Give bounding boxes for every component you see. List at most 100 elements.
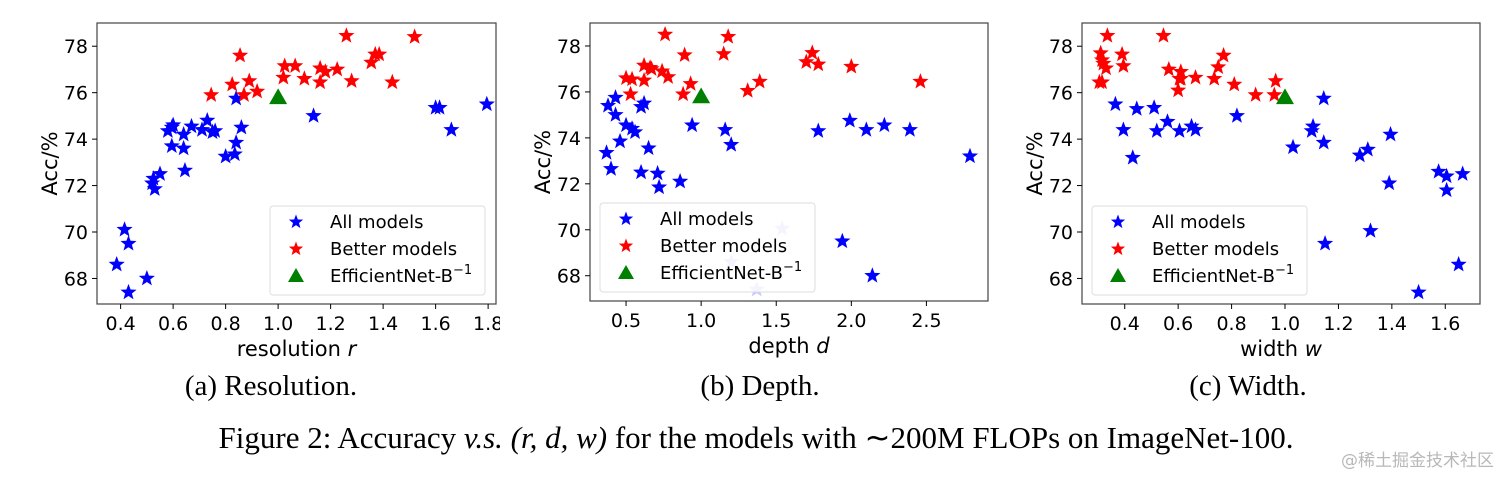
all-model-point bbox=[1316, 235, 1334, 251]
all-model-point bbox=[1382, 125, 1399, 142]
better-model-point bbox=[203, 86, 220, 102]
all-model-point bbox=[617, 116, 635, 133]
all-model-point bbox=[1351, 146, 1368, 163]
better-model-point bbox=[317, 63, 334, 79]
better-model-point bbox=[338, 27, 355, 43]
all-model-point bbox=[217, 148, 234, 164]
better-model-point bbox=[1095, 55, 1112, 71]
better-model-point bbox=[654, 62, 671, 79]
all-model-point bbox=[183, 117, 200, 134]
all-model-point bbox=[443, 121, 460, 137]
all-model-point bbox=[1315, 134, 1332, 150]
all-model-point bbox=[431, 99, 448, 115]
x-tick-label: 1.4 bbox=[1377, 313, 1407, 335]
x-tick-label: 1.6 bbox=[421, 313, 451, 335]
efficientnet-point bbox=[1276, 88, 1295, 105]
better-model-point bbox=[1266, 86, 1283, 102]
legend-all-models-label: All models bbox=[330, 212, 423, 233]
y-tick-label: 70 bbox=[557, 220, 581, 242]
all-model-point bbox=[672, 173, 689, 189]
x-axis-label: resolution r bbox=[237, 337, 358, 361]
better-model-point bbox=[1093, 73, 1111, 90]
all-model-point bbox=[1438, 181, 1455, 198]
better-model-point bbox=[798, 53, 815, 69]
better-model-point bbox=[720, 28, 737, 44]
all-model-point bbox=[146, 180, 163, 196]
better-model-point bbox=[739, 82, 756, 98]
triangle-icon bbox=[618, 265, 634, 279]
x-tick-label: 1.4 bbox=[368, 313, 398, 335]
legend-superscript: −1 bbox=[783, 260, 802, 275]
better-model-point bbox=[1206, 70, 1223, 86]
panel-depth: 0.5 1.0 1.5 2.0 2.5 68 70 72 74 76 78 depth d Acc/% A… bbox=[531, 22, 989, 358]
better-model-point bbox=[312, 59, 329, 76]
better-model-point bbox=[1160, 60, 1177, 77]
all-model-point bbox=[810, 122, 827, 138]
x-tick-label: 0.4 bbox=[106, 313, 136, 335]
caption-math: (r, d, w) bbox=[510, 420, 608, 455]
better-model-point bbox=[635, 71, 653, 88]
star-icon bbox=[618, 211, 634, 226]
legend-better-models-label: Better models bbox=[330, 239, 457, 260]
all-model-point bbox=[858, 121, 875, 137]
x-tick-label: 1.2 bbox=[1323, 313, 1353, 335]
y-axis-label: Acc/% bbox=[531, 130, 555, 194]
better-model-point bbox=[371, 45, 388, 62]
legend: All models Better models EfficientNet-B−1 bbox=[599, 202, 816, 293]
better-model-point bbox=[1247, 86, 1264, 102]
x-tick-label: 0.4 bbox=[1110, 313, 1140, 335]
legend-box bbox=[599, 202, 816, 293]
all-model-point bbox=[1359, 141, 1376, 157]
all-model-point bbox=[199, 112, 216, 128]
all-model-point bbox=[632, 163, 650, 180]
all-model-point bbox=[1304, 117, 1322, 134]
all-model-point bbox=[1183, 117, 1200, 134]
better-model-point bbox=[1226, 76, 1243, 92]
y-tick-label: 72 bbox=[557, 174, 581, 196]
all-model-point bbox=[207, 122, 224, 138]
subcaption-c: (c) Width. bbox=[1189, 370, 1307, 402]
better-model-point bbox=[676, 46, 693, 63]
all-model-point bbox=[1187, 121, 1204, 137]
x-axis-label: width w bbox=[1240, 337, 1323, 361]
x-axis-variable: d bbox=[816, 334, 830, 358]
better-model-point bbox=[296, 70, 313, 86]
legend-box bbox=[269, 205, 486, 296]
better-model-point bbox=[276, 57, 293, 73]
all-model-point bbox=[961, 147, 979, 164]
figure-caption: Figure 2: Accuracy v.s. (r, d, w) for th… bbox=[0, 420, 1512, 456]
all-model-point bbox=[175, 139, 192, 156]
all-model-point bbox=[1430, 163, 1447, 179]
y-tick-label: 68 bbox=[64, 268, 88, 290]
y-tick-label: 70 bbox=[1049, 222, 1073, 244]
y-tick-label: 78 bbox=[557, 36, 581, 58]
all-model-point bbox=[226, 145, 243, 162]
triangle-icon bbox=[1110, 268, 1126, 282]
legend-efficientnet-label: EfficientNet-B−1 bbox=[1152, 263, 1294, 287]
panel-resolution: 0.4 0.6 0.8 1.0 1.2 1.4 1.6 1.8 68 70 72 74 76 78 reso… bbox=[38, 22, 500, 361]
all-model-point bbox=[598, 144, 615, 160]
efficientnet-point bbox=[692, 87, 711, 104]
legend-better-models-label: Better models bbox=[1152, 239, 1279, 260]
legend-all-models-label: All models bbox=[660, 209, 753, 230]
legend-box bbox=[1091, 205, 1308, 296]
y-tick-label: 68 bbox=[557, 266, 581, 288]
y-tick-label: 76 bbox=[1049, 83, 1073, 105]
y-tick-label: 78 bbox=[1049, 36, 1073, 58]
better-model-point bbox=[241, 72, 258, 88]
all-model-point bbox=[841, 112, 858, 128]
all-model-point bbox=[176, 161, 194, 178]
x-tick-label: 0.8 bbox=[211, 313, 241, 335]
star-icon bbox=[1110, 214, 1126, 229]
x-tick-label: 0.6 bbox=[158, 313, 188, 335]
x-tick-label: 0.8 bbox=[1216, 313, 1246, 335]
better-model-point bbox=[312, 73, 329, 90]
all-model-point bbox=[145, 170, 162, 186]
y-tick-label: 70 bbox=[64, 222, 88, 244]
all-model-point bbox=[602, 160, 620, 176]
watermark: @稀土掘金技术社区 bbox=[1341, 451, 1494, 471]
all-model-point bbox=[175, 125, 192, 142]
all-model-point bbox=[623, 120, 641, 136]
better-model-point bbox=[329, 60, 346, 77]
